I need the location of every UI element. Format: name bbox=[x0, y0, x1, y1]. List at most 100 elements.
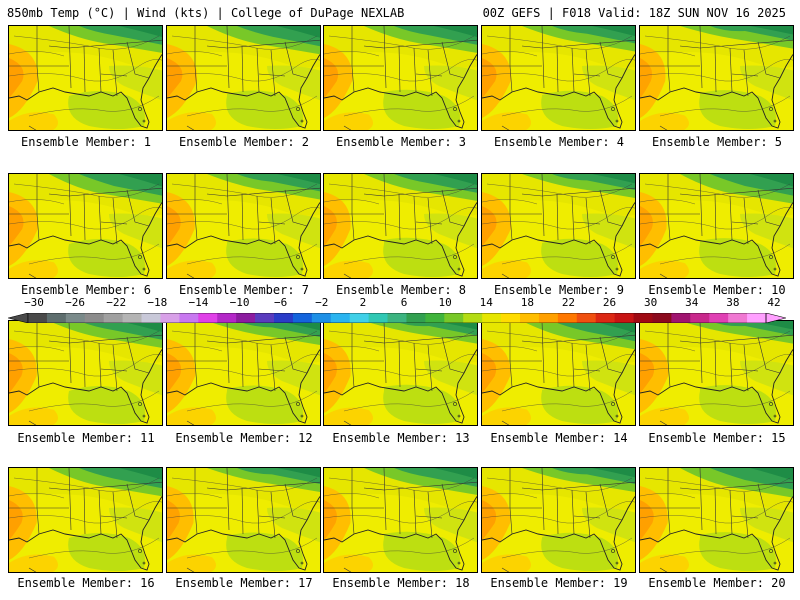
colorbar-swatch bbox=[236, 313, 256, 323]
ensemble-member-label: Ensemble Member: 3 bbox=[335, 135, 467, 149]
ensemble-member-label: Ensemble Member: 13 bbox=[332, 431, 470, 445]
colorbar-swatch bbox=[122, 313, 143, 323]
ensemble-member-label: Ensemble Member: 15 bbox=[648, 431, 786, 445]
colorbar-tick-label: −18 bbox=[147, 296, 168, 309]
ensemble-member-label: Ensemble Member: 17 bbox=[175, 576, 313, 590]
ensemble-member-label: Ensemble Member: 20 bbox=[648, 576, 786, 590]
colorbar-swatch bbox=[217, 313, 237, 323]
colorbar-tick-label: 34 bbox=[685, 296, 699, 309]
colorbar-swatch bbox=[520, 313, 540, 323]
colorbar-swatch bbox=[274, 313, 294, 323]
colorbar-swatch bbox=[141, 313, 161, 323]
colorbar-swatch bbox=[747, 313, 767, 323]
colorbar-swatch bbox=[311, 313, 332, 323]
model-valid-time: 00Z GEFS | F018 Valid: 18Z SUN NOV 16 20… bbox=[482, 6, 786, 20]
ensemble-member-map bbox=[8, 173, 163, 279]
ensemble-member-map bbox=[481, 320, 636, 426]
ensemble-member-label: Ensemble Member: 16 bbox=[17, 576, 155, 590]
colorbar-swatch bbox=[614, 313, 635, 323]
ensemble-member-label: Ensemble Member: 6 bbox=[20, 283, 152, 297]
colorbar-tick-label: 14 bbox=[479, 296, 493, 309]
colorbar-swatch bbox=[576, 313, 597, 323]
ensemble-member-map bbox=[166, 467, 321, 573]
ensemble-member-label: Ensemble Member: 1 bbox=[20, 135, 152, 149]
colorbar-swatch bbox=[330, 313, 351, 323]
colorbar-swatch bbox=[65, 313, 86, 323]
colorbar-swatch bbox=[652, 313, 672, 323]
colorbar-swatch bbox=[28, 313, 48, 323]
ensemble-member-map bbox=[8, 320, 163, 426]
ensemble-member-map bbox=[639, 173, 794, 279]
colorbar-swatch bbox=[255, 313, 275, 323]
colorbar-swatch bbox=[633, 313, 653, 323]
colorbar-swatch bbox=[160, 313, 180, 323]
colorbar-swatch bbox=[482, 313, 502, 323]
ensemble-member-map bbox=[323, 173, 478, 279]
colorbar-swatch bbox=[46, 313, 67, 323]
colorbar-swatch bbox=[595, 313, 616, 323]
ensemble-member-map bbox=[323, 320, 478, 426]
colorbar-tick-label: −30 bbox=[24, 296, 44, 309]
colorbar-swatch bbox=[709, 313, 729, 323]
colorbar-tick-label: 30 bbox=[644, 296, 658, 309]
ensemble-member-map bbox=[8, 467, 163, 573]
ensemble-member-map bbox=[639, 320, 794, 426]
map-title: 850mb Temp (°C) | Wind (kts) | College o… bbox=[7, 6, 405, 20]
colorbar-left-arrow bbox=[7, 312, 29, 324]
ensemble-member-label: Ensemble Member: 5 bbox=[651, 135, 783, 149]
colorbar-tick-label: −6 bbox=[274, 296, 288, 309]
ensemble-member-map bbox=[481, 467, 636, 573]
colorbar-tick-label: −14 bbox=[188, 296, 209, 309]
colorbar-swatch bbox=[292, 313, 313, 323]
ensemble-member-map bbox=[166, 25, 321, 131]
colorbar-swatch bbox=[463, 313, 483, 323]
ensemble-member-label: Ensemble Member: 14 bbox=[490, 431, 628, 445]
colorbar-swatch bbox=[425, 313, 445, 323]
colorbar-tick-label: 2 bbox=[359, 296, 367, 309]
colorbar-swatch bbox=[84, 313, 105, 323]
ensemble-member-label: Ensemble Member: 2 bbox=[178, 135, 310, 149]
colorbar-tick-label: −10 bbox=[229, 296, 250, 309]
ensemble-member-label: Ensemble Member: 12 bbox=[175, 431, 313, 445]
ensemble-member-label: Ensemble Member: 4 bbox=[493, 135, 625, 149]
ensemble-member-map bbox=[166, 173, 321, 279]
colorbar-swatch bbox=[501, 313, 521, 323]
colorbar-tick-label: 42 bbox=[767, 296, 781, 309]
colorbar-swatch bbox=[349, 313, 370, 323]
colorbar-swatch bbox=[538, 313, 559, 323]
colorbar-swatch bbox=[690, 313, 710, 323]
ensemble-member-label: Ensemble Member: 18 bbox=[332, 576, 470, 590]
colorbar-tick-label: 22 bbox=[561, 296, 576, 309]
colorbar-tick-label: −2 bbox=[315, 296, 329, 309]
ensemble-member-label: Ensemble Member: 9 bbox=[493, 283, 625, 297]
colorbar-swatch bbox=[368, 313, 389, 323]
ensemble-member-label: Ensemble Member: 10 bbox=[648, 283, 786, 297]
colorbar-tick-label: −22 bbox=[106, 296, 127, 309]
ensemble-member-label: Ensemble Member: 8 bbox=[335, 283, 467, 297]
ensemble-member-map bbox=[639, 467, 794, 573]
colorbar-tick-label: −26 bbox=[65, 296, 86, 309]
temperature-colorbar bbox=[7, 308, 787, 324]
ensemble-member-map bbox=[323, 25, 478, 131]
ensemble-member-label: Ensemble Member: 7 bbox=[178, 283, 310, 297]
colorbar-swatch bbox=[728, 313, 748, 323]
ensemble-member-map bbox=[166, 320, 321, 426]
colorbar-tick-label: 6 bbox=[400, 296, 408, 309]
colorbar-right-arrow bbox=[765, 312, 787, 324]
colorbar-swatch bbox=[103, 313, 124, 323]
colorbar-tick-label: 38 bbox=[726, 296, 740, 309]
ensemble-member-map bbox=[8, 25, 163, 131]
colorbar-tick-label: 10 bbox=[438, 296, 452, 309]
colorbar-swatch bbox=[387, 313, 407, 323]
ensemble-member-label: Ensemble Member: 19 bbox=[490, 576, 628, 590]
colorbar-tick-label: 18 bbox=[520, 296, 534, 309]
colorbar-tick-label: 26 bbox=[602, 296, 617, 309]
ensemble-member-map bbox=[481, 173, 636, 279]
colorbar-swatch bbox=[179, 313, 199, 323]
colorbar-swatch bbox=[406, 313, 426, 323]
colorbar-swatch bbox=[557, 313, 578, 323]
ensemble-member-map bbox=[323, 467, 478, 573]
colorbar-swatch bbox=[671, 313, 691, 323]
ensemble-member-map bbox=[639, 25, 794, 131]
colorbar-swatch bbox=[198, 313, 218, 323]
